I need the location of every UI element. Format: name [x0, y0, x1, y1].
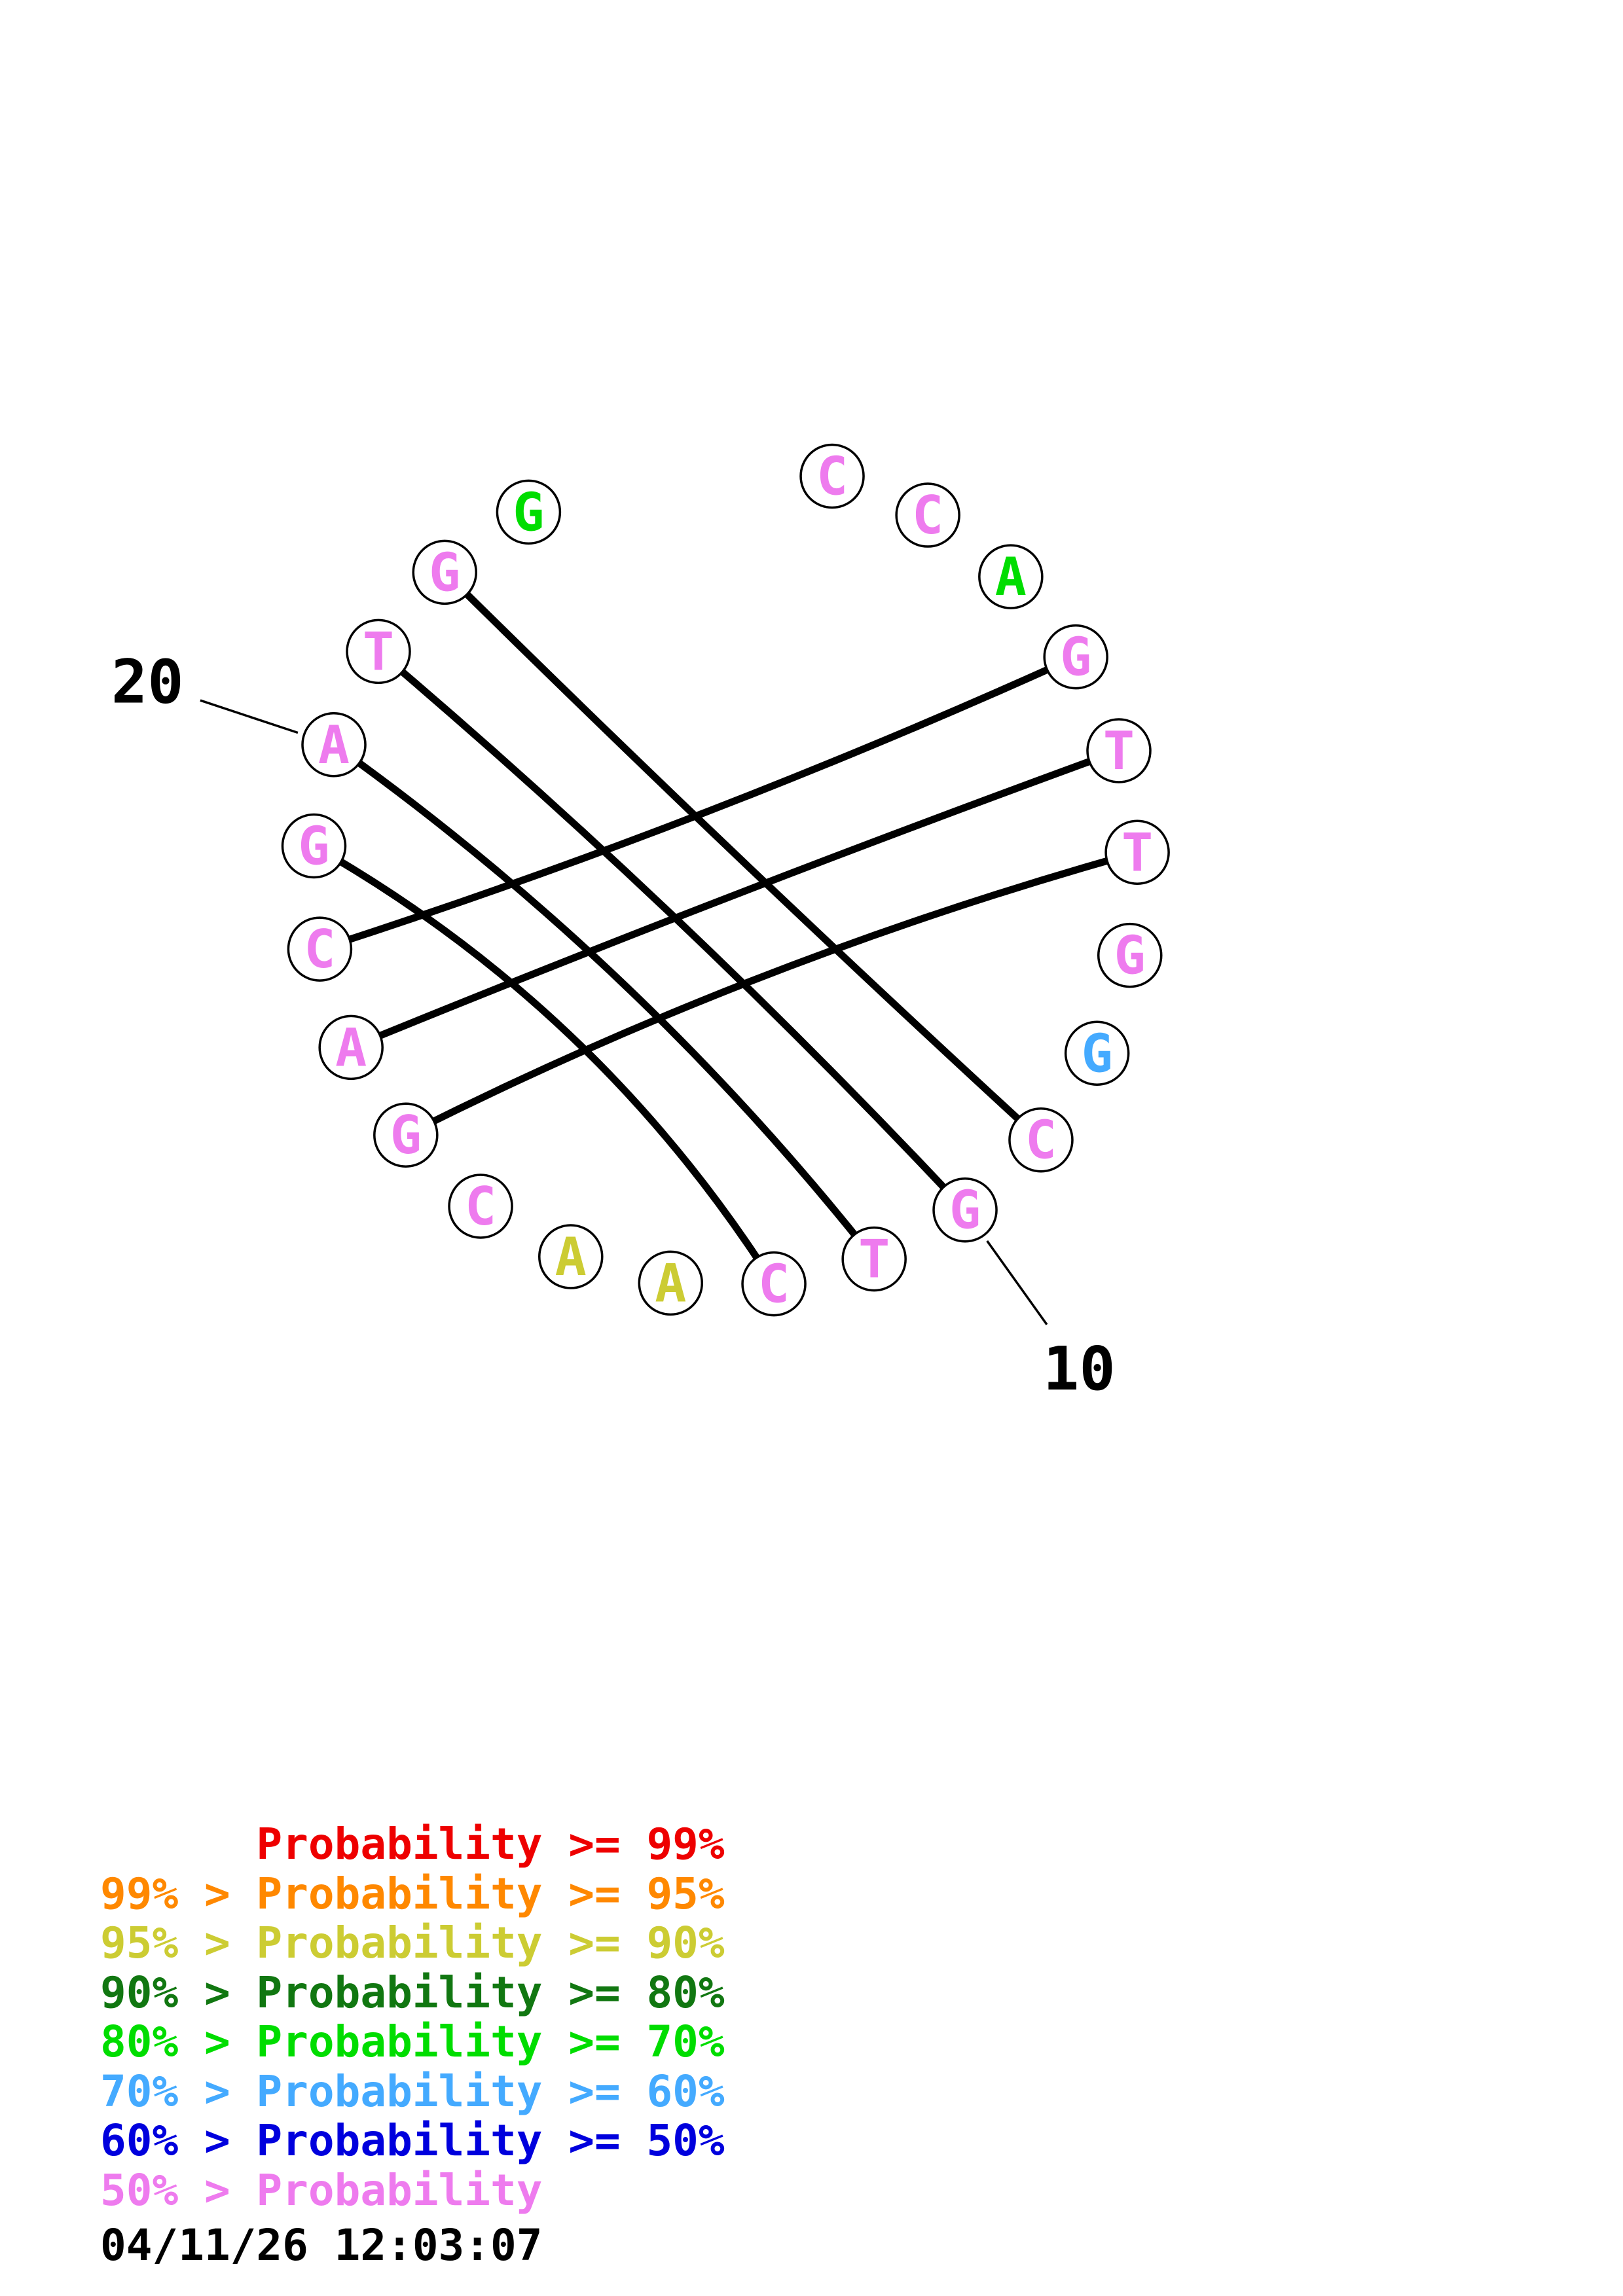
nucleotide-circle	[1043, 624, 1108, 690]
nucleotide-circle	[281, 813, 347, 879]
nucleotide-circle	[301, 712, 367, 778]
nucleotide-circle	[1008, 1107, 1074, 1173]
nucleotide-circle	[448, 1174, 513, 1239]
basepair-chord	[316, 653, 1080, 953]
nucleotide-circle	[1086, 718, 1152, 783]
nucleotide-base: C	[304, 919, 335, 980]
nucleotide-circle	[318, 1014, 384, 1081]
legend-item: 99% > Probability >= 95%	[100, 1868, 725, 1919]
nucleotide-base: C	[1025, 1110, 1057, 1171]
nucleotide-circle	[841, 1226, 907, 1292]
basepair-chord	[330, 741, 878, 1263]
timestamp: 04/11/26 12:03:07	[100, 2220, 543, 2270]
nucleotide-circle	[932, 1177, 998, 1243]
nucleotide-base: T	[1103, 721, 1135, 781]
nucleotide-circle	[1104, 819, 1170, 886]
nucleotide-base: A	[318, 715, 350, 776]
index-label: 10	[1043, 1334, 1116, 1404]
nucleotide-circle	[895, 482, 960, 548]
legend-item: 95% > Probability >= 90%	[100, 1918, 725, 1968]
index-label-leader	[986, 1240, 1048, 1325]
basepair-chord	[441, 568, 1045, 1144]
nucleotide-circle	[346, 619, 411, 685]
nucleotide-circle	[1064, 1020, 1130, 1086]
nucleotide-base: C	[758, 1254, 790, 1315]
nucleotide-circle	[287, 916, 353, 982]
index-label: 20	[111, 647, 184, 717]
nucleotide-circle	[373, 1102, 439, 1168]
nucleotide-base: A	[555, 1227, 587, 1287]
legend-item: 90% > Probability >= 80%	[100, 1967, 725, 2018]
nucleotide-base: A	[655, 1253, 686, 1314]
probability-legend: Probability >= 99% 99% > Probability >= 9…	[100, 1820, 725, 2215]
nucleotide-base: T	[858, 1229, 890, 1290]
nucleotide-base: G	[390, 1105, 422, 1166]
nucleotide-base: T	[1122, 822, 1153, 883]
nucleotide-circle	[496, 479, 562, 545]
basepair-chord	[347, 747, 1123, 1051]
nucleotide-base: C	[816, 446, 848, 507]
nucleotide-base: G	[1082, 1023, 1113, 1084]
index-label-leader	[200, 699, 299, 734]
basepair-chord	[402, 848, 1141, 1139]
nucleotide-base: C	[465, 1176, 496, 1237]
basepair-chord	[310, 842, 778, 1288]
legend-item: Probability >= 99%	[100, 1819, 725, 1869]
nucleotide-base: G	[513, 482, 544, 543]
nucleotide-circle	[412, 539, 478, 605]
nucleotide-circle	[1097, 922, 1163, 988]
nucleotide-circle	[538, 1224, 604, 1289]
nucleotide-circle	[799, 443, 865, 509]
nucleotide-base: G	[1114, 925, 1146, 986]
basepair-chords-layer	[310, 568, 1141, 1288]
nucleotide-base: C	[912, 485, 943, 546]
nucleotide-base: T	[363, 621, 394, 682]
nucleotide-base: G	[1060, 627, 1091, 688]
nucleotide-base: A	[335, 1017, 367, 1078]
nucleotide-base: G	[298, 816, 329, 877]
legend-item: 60% > Probability >= 50%	[100, 2115, 725, 2166]
basepair-chord	[374, 647, 969, 1214]
legend-item: 50% > Probability	[100, 2164, 543, 2215]
nucleotide-base: A	[995, 547, 1027, 607]
nucleotide-circle	[741, 1251, 807, 1317]
legend-item: 70% > Probability >= 60%	[100, 2066, 725, 2117]
nucleotide-base: G	[429, 542, 460, 603]
nucleotide-base: G	[949, 1180, 981, 1241]
nucleotide-circle	[978, 544, 1044, 609]
nucleotide-circle	[638, 1250, 704, 1316]
legend-item: 80% > Probability >= 70%	[100, 2017, 725, 2067]
